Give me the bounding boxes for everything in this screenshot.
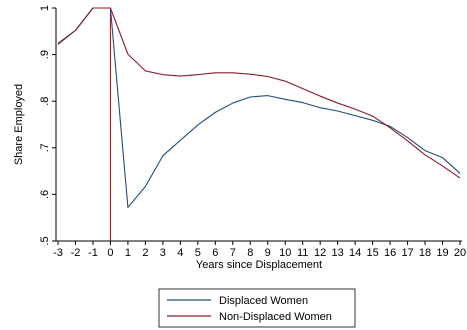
- legend: Displaced Women Non-Displaced Women: [158, 288, 356, 328]
- x-tick-label: 15: [366, 247, 378, 259]
- x-axis-title: Years since Displacement: [196, 259, 322, 271]
- x-tick-label: 10: [279, 247, 291, 259]
- x-tick-label: 20: [454, 247, 466, 259]
- y-tick-label: .9: [39, 50, 51, 59]
- plot-area: [57, 7, 461, 241]
- y-axis: .5 .6 .7 .8 .9 1: [39, 5, 57, 246]
- legend-label: Non-Displaced Women: [219, 311, 332, 323]
- x-axis: -3 -2 -1 0 1 2 3 4 5 6 7 8 9 10 11 12 13 14 15 16 17 18 19 20: [53, 240, 466, 259]
- legend-label: Displaced Women: [219, 295, 308, 307]
- x-tick-label: 3: [160, 247, 166, 259]
- y-tick-label: .7: [39, 143, 51, 152]
- x-tick-label: 7: [230, 247, 236, 259]
- x-tick-label: 0: [107, 247, 113, 259]
- x-tick-label: 8: [247, 247, 253, 259]
- x-tick-label: 9: [265, 247, 271, 259]
- y-axis-title: Share Employed: [13, 84, 25, 165]
- series-line-displaced-women: [57, 7, 461, 208]
- x-tick-label: 14: [349, 247, 361, 259]
- x-tick-label: 19: [436, 247, 448, 259]
- x-tick-label: 11: [297, 247, 308, 259]
- x-tick-label: -3: [53, 247, 63, 259]
- series-line-non-displaced-women: [57, 7, 461, 179]
- x-tick-label: 17: [401, 247, 413, 259]
- x-tick-label: 2: [142, 247, 148, 259]
- x-tick-label: 5: [195, 247, 201, 259]
- y-tick-label: .6: [39, 190, 51, 199]
- y-tick-label: 1: [39, 5, 51, 11]
- x-tick-label: 18: [419, 247, 431, 259]
- y-tick-label: .8: [39, 97, 51, 106]
- x-tick-label: 16: [384, 247, 396, 259]
- legend-box: [158, 288, 356, 328]
- y-tick-label: .5: [39, 236, 51, 245]
- x-tick-label: 1: [125, 247, 131, 259]
- x-tick-label: 6: [212, 247, 218, 259]
- x-tick-label: 4: [177, 247, 183, 259]
- x-tick-label: 13: [332, 247, 344, 259]
- x-tick-label: 12: [314, 247, 326, 259]
- x-tick-label: -2: [71, 247, 81, 259]
- x-tick-label: -1: [88, 247, 98, 259]
